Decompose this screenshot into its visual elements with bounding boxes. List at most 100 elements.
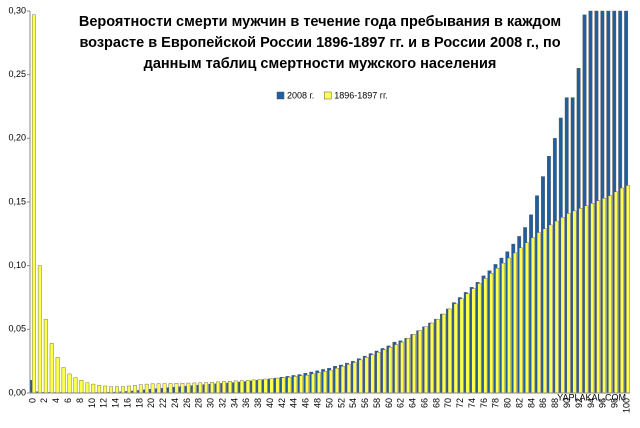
bar — [204, 382, 209, 394]
bar — [275, 377, 280, 394]
bar — [293, 376, 298, 394]
y-tick-label: 0,25 — [8, 69, 26, 79]
x-tick-label: 66 — [419, 398, 429, 408]
bar — [73, 377, 78, 394]
x-tick-label: 52 — [336, 398, 346, 408]
x-tick-label: 54 — [348, 398, 358, 408]
bar — [287, 376, 292, 394]
bar — [144, 383, 149, 394]
bar — [85, 382, 90, 394]
x-tick-label: 26 — [182, 398, 192, 408]
bar — [180, 382, 185, 394]
bar — [584, 205, 589, 394]
bar — [412, 334, 416, 394]
bar — [400, 341, 405, 394]
x-tick-label: 96 — [598, 398, 608, 408]
x-tick-label: 100 — [621, 398, 631, 413]
x-tick-label: 18 — [134, 398, 144, 408]
bar — [192, 382, 197, 394]
bar — [210, 381, 214, 394]
bar — [370, 354, 375, 394]
bar — [67, 373, 72, 394]
bar — [507, 257, 512, 394]
x-tick-label: 6 — [63, 398, 73, 403]
bar — [55, 357, 60, 394]
bar — [162, 383, 167, 394]
x-tick-label: 10 — [87, 398, 97, 408]
bar — [334, 367, 339, 394]
bar — [49, 343, 54, 394]
bar — [103, 385, 108, 394]
legend-label: 2008 г. — [287, 90, 314, 100]
bar — [489, 273, 494, 394]
bar — [257, 379, 262, 394]
legend-swatch — [323, 91, 332, 100]
bar — [614, 191, 618, 394]
bar — [245, 380, 250, 394]
bar — [281, 377, 286, 394]
bar — [465, 293, 470, 394]
x-tick-label: 60 — [384, 398, 394, 408]
bar — [329, 369, 333, 394]
bar — [269, 378, 274, 394]
bar — [317, 372, 321, 394]
legend-swatch — [276, 91, 285, 100]
x-tick-label: 46 — [301, 398, 311, 408]
bar — [429, 322, 434, 394]
x-tick-label: 28 — [194, 398, 204, 408]
bar — [228, 381, 232, 394]
watermark: YAPLAKAL.COM — [557, 392, 626, 402]
x-tick-label: 90 — [562, 398, 572, 408]
x-tick-label: 48 — [312, 398, 322, 408]
bar — [346, 364, 351, 394]
x-tick-label: 0 — [27, 398, 37, 403]
x-tick-label: 2 — [39, 398, 49, 403]
bar — [519, 247, 523, 394]
bar — [536, 232, 541, 394]
y-tick-label: 0,00 — [8, 387, 26, 397]
x-tick-label: 34 — [229, 398, 239, 408]
bar — [483, 278, 488, 394]
x-tick-label: 20 — [146, 398, 156, 408]
x-tick-label: 76 — [479, 398, 489, 408]
x-tick-label: 86 — [538, 398, 548, 408]
bar — [115, 386, 119, 394]
bar — [43, 318, 48, 394]
bar — [608, 195, 613, 394]
bar — [91, 383, 96, 394]
x-tick-label: 84 — [526, 398, 536, 408]
x-tick-label: 44 — [289, 398, 299, 408]
x-tick-label: 12 — [99, 398, 109, 408]
x-tick-label: 36 — [241, 398, 251, 408]
x-tick-label: 38 — [253, 398, 263, 408]
x-tick-label: 80 — [503, 398, 513, 408]
chart-title: Вероятности смерти мужчин в течение года… — [78, 14, 562, 72]
bar — [441, 313, 446, 394]
bar — [388, 346, 393, 394]
bar — [554, 220, 559, 394]
bar — [121, 386, 125, 394]
bar — [364, 357, 369, 394]
bar — [459, 298, 464, 394]
x-tick-label: 22 — [158, 398, 168, 408]
bar — [406, 338, 411, 394]
bar — [186, 382, 191, 394]
bar — [525, 242, 529, 394]
bar — [513, 252, 517, 394]
x-tick-label: 56 — [360, 398, 370, 408]
bar — [501, 262, 506, 394]
bar — [596, 200, 601, 394]
bar — [239, 380, 244, 394]
bar — [530, 237, 535, 394]
bar — [37, 265, 42, 394]
bar — [471, 288, 476, 394]
bar — [31, 14, 36, 394]
x-tick-label: 64 — [408, 398, 418, 408]
bar — [150, 383, 155, 394]
bar — [79, 380, 84, 394]
bar — [305, 374, 310, 394]
y-tick-label: 0,20 — [8, 133, 26, 143]
bar — [418, 330, 422, 394]
x-tick-label: 72 — [455, 398, 465, 408]
bar — [352, 362, 357, 394]
